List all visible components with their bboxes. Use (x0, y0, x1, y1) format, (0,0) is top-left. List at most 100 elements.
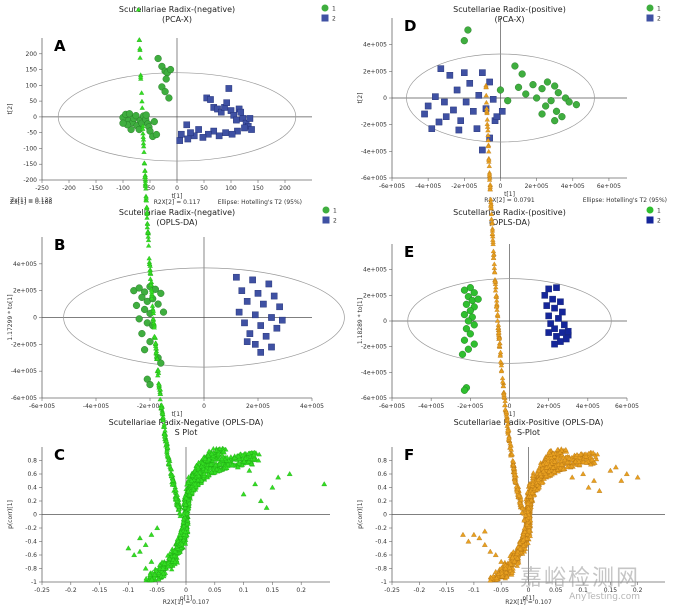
x-tick-label: -0.25 (34, 587, 50, 594)
x-tick-label: 0 (202, 403, 206, 410)
chart-subtitle: S Plot (175, 428, 198, 437)
data-point-class-2 (268, 343, 275, 351)
data-point-class-2 (178, 130, 185, 138)
x-tick-label: -2e+005 (451, 183, 477, 190)
watermark: 嘉峪检测网 AnyTesting.com (520, 560, 640, 602)
s-plot-point (168, 466, 174, 472)
s-plot-point (229, 462, 235, 468)
s-plot-outlier (481, 541, 488, 547)
panel-letter: A (54, 37, 66, 55)
panel-e: Scutellariae Radix-(positive)(OPLS-DA) E -… (357, 206, 661, 418)
y-tick-label: -0.4 (375, 539, 387, 546)
data-point-class-2 (479, 69, 486, 76)
data-point-class-2 (279, 316, 286, 324)
x-tick-label: -0.25 (384, 587, 400, 594)
s-plot-point (151, 572, 158, 577)
s-plot-point (169, 566, 175, 572)
data-point-class-1 (474, 295, 482, 303)
s-plot-point (165, 445, 171, 450)
x-tick-label: 0.15 (604, 587, 618, 594)
panel-c: Scutellariae Radix-Negative (OPLS-DA)S P… (7, 7, 330, 606)
footer-right: Ellipse: Hotelling's T2 (95%) (583, 197, 667, 204)
chart-title: Scutellariae Radix-(negative) (119, 208, 235, 217)
data-point-class-2 (470, 108, 477, 115)
s-plot-point (184, 525, 190, 531)
data-point-class-1 (466, 307, 474, 315)
data-point-class-2 (450, 106, 457, 114)
x-tick-label: -0.1 (123, 587, 135, 594)
data-point-class-1 (138, 293, 146, 301)
x-tick-label: 0 (508, 403, 512, 410)
panel-letter: B (54, 236, 65, 254)
s-plot-point (140, 140, 147, 146)
data-point-class-2 (553, 284, 560, 291)
y-tick-label: 0.8 (377, 458, 387, 465)
data-point-class-1 (511, 62, 519, 70)
data-point-class-2 (547, 320, 554, 327)
y-tick-label: -1 (381, 579, 387, 586)
data-point-class-1 (462, 325, 471, 333)
s-plot-point (143, 575, 149, 581)
s-plot-point (142, 168, 148, 173)
y-tick-label: -6e+005 (361, 395, 387, 402)
data-point-class-1 (551, 82, 559, 90)
s-plot-point (141, 149, 147, 154)
s-plot-point (189, 489, 195, 495)
legend-label: 1 (332, 6, 336, 13)
data-point-class-2 (557, 298, 564, 306)
x-tick-label: 4e+005 (561, 183, 585, 190)
data-point-class-2 (260, 300, 267, 308)
s-plot-point (195, 477, 201, 482)
s-plot-point (216, 461, 223, 467)
s-plot-point (220, 448, 227, 454)
s-plot-outlier (569, 474, 576, 480)
s-plot-outlier (240, 491, 247, 497)
y-tick-label: 0 (33, 114, 37, 121)
s-plot-outlier (481, 528, 488, 534)
x-tick-label: -100 (116, 185, 130, 192)
data-point-class-1 (547, 97, 555, 105)
s-plot-outlier (154, 525, 161, 530)
y-tick-label: -2e+005 (11, 341, 37, 348)
data-point-class-2 (435, 118, 443, 126)
data-point-class-2 (545, 312, 552, 320)
legend-label: 2 (657, 218, 661, 225)
x-tick-label: -200 (62, 185, 76, 192)
data-point-class-1 (514, 83, 523, 91)
s-plot-point (225, 461, 231, 467)
s-plot-point (201, 471, 207, 476)
y-tick-label: 0.4 (27, 485, 37, 492)
x-tick-label: 4e+005 (576, 403, 600, 410)
y-axis-label: p(corr)[1] (357, 500, 364, 529)
s-plot-point (183, 495, 189, 501)
s-plot-point (497, 359, 504, 364)
x-tick-label: 0.2 (296, 587, 306, 594)
data-point-class-2 (541, 292, 549, 299)
data-point-class-2 (486, 78, 493, 86)
legend-marker (322, 216, 330, 224)
x-tick-label: 0.05 (549, 587, 563, 594)
footer-mid: R2X[2] = 0.117 (154, 199, 201, 206)
data-point-class-1 (157, 359, 165, 367)
s-plot-point (172, 548, 178, 554)
y-tick-label: -1 (31, 579, 37, 586)
s-plot-point (256, 451, 262, 457)
s-plot-point (495, 311, 501, 317)
y-tick-label: 2e+005 (363, 68, 387, 75)
s-plot-point (246, 450, 252, 456)
data-point-class-2 (223, 99, 230, 106)
data-point-class-1 (135, 315, 143, 323)
s-plot-point (152, 340, 158, 346)
data-point-class-2 (462, 98, 470, 106)
data-point-class-2 (243, 338, 251, 345)
s-plot-point (483, 92, 489, 98)
chart-title: Scutellariae Radix-(negative) (119, 5, 235, 14)
s-plot-point (166, 460, 172, 466)
s-plot-point (203, 467, 209, 473)
s-plot-point (141, 160, 147, 165)
data-point-class-2 (424, 102, 432, 110)
s-plot-point (145, 234, 151, 239)
legend-marker (646, 14, 654, 22)
s-plot-outlier (607, 467, 614, 473)
data-point-class-2 (228, 130, 236, 138)
